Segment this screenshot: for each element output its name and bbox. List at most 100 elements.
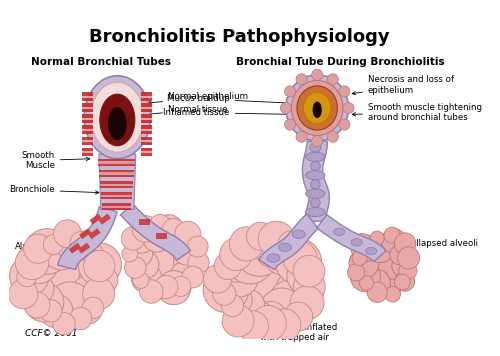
Ellipse shape (310, 198, 320, 208)
Ellipse shape (304, 92, 331, 124)
Circle shape (122, 246, 138, 262)
Circle shape (82, 277, 115, 310)
Ellipse shape (292, 230, 305, 239)
Bar (118, 161, 136, 164)
Circle shape (24, 234, 53, 263)
Ellipse shape (306, 171, 325, 180)
Text: Mucus buildup: Mucus buildup (167, 94, 293, 105)
Circle shape (353, 234, 372, 252)
Polygon shape (259, 214, 318, 269)
Circle shape (223, 286, 252, 315)
Bar (69, 243, 81, 253)
Circle shape (8, 279, 38, 309)
Circle shape (276, 267, 324, 315)
Circle shape (348, 264, 365, 281)
Ellipse shape (90, 82, 144, 152)
Circle shape (150, 214, 171, 235)
Text: Normal tissue: Normal tissue (148, 105, 228, 116)
Circle shape (246, 222, 275, 251)
Circle shape (82, 297, 104, 319)
Circle shape (24, 274, 54, 304)
Circle shape (128, 226, 155, 253)
Circle shape (128, 242, 152, 266)
Ellipse shape (297, 86, 338, 130)
Circle shape (217, 235, 312, 331)
Circle shape (166, 231, 188, 253)
Circle shape (188, 252, 209, 273)
Circle shape (78, 261, 117, 299)
Bar (142, 151, 152, 153)
Circle shape (269, 280, 310, 321)
Polygon shape (99, 154, 136, 209)
Circle shape (350, 262, 380, 292)
Bar (118, 170, 134, 177)
Circle shape (382, 229, 406, 253)
Circle shape (296, 131, 307, 142)
Bar (82, 114, 94, 123)
Bar (82, 107, 94, 109)
Text: Inflamed tissue: Inflamed tissue (164, 108, 293, 117)
Circle shape (394, 233, 416, 255)
Circle shape (17, 267, 36, 287)
Circle shape (10, 256, 49, 296)
Circle shape (15, 246, 49, 279)
Circle shape (283, 241, 317, 276)
Circle shape (226, 235, 274, 284)
Circle shape (296, 74, 307, 85)
Ellipse shape (286, 75, 348, 141)
Circle shape (72, 276, 102, 305)
Bar (98, 170, 117, 177)
Ellipse shape (310, 143, 321, 152)
Bar (88, 228, 101, 239)
Bar (142, 96, 152, 98)
Bar (142, 137, 152, 145)
Circle shape (220, 238, 252, 271)
Circle shape (170, 276, 190, 297)
Bar (82, 129, 94, 131)
Circle shape (392, 254, 414, 277)
Circle shape (284, 86, 296, 97)
Bar (102, 203, 118, 210)
Circle shape (175, 221, 201, 247)
Circle shape (78, 243, 122, 286)
Bar (98, 172, 117, 175)
Text: Collapsed alveoli: Collapsed alveoli (388, 239, 478, 252)
Circle shape (70, 231, 94, 255)
Circle shape (339, 86, 350, 97)
Circle shape (276, 239, 322, 285)
Circle shape (156, 215, 182, 242)
Circle shape (132, 272, 149, 288)
Circle shape (287, 259, 321, 293)
Circle shape (58, 231, 92, 265)
Ellipse shape (310, 180, 320, 189)
Circle shape (70, 307, 92, 330)
Polygon shape (317, 215, 386, 262)
Bar (142, 129, 152, 131)
Circle shape (399, 262, 417, 280)
Bar (82, 118, 94, 120)
Bar (98, 161, 117, 164)
Circle shape (124, 257, 146, 278)
Circle shape (370, 231, 384, 245)
Circle shape (24, 283, 64, 322)
Bar (98, 214, 111, 225)
Circle shape (132, 216, 158, 242)
Circle shape (240, 300, 274, 334)
Bar (82, 126, 94, 134)
Circle shape (230, 227, 264, 261)
Circle shape (328, 131, 338, 142)
Bar (118, 172, 134, 175)
Ellipse shape (84, 76, 150, 159)
Circle shape (312, 69, 322, 80)
Circle shape (234, 290, 264, 321)
Bar (118, 195, 132, 197)
Circle shape (24, 229, 70, 274)
Bar (82, 148, 94, 156)
Circle shape (182, 266, 204, 288)
Circle shape (339, 119, 350, 130)
Circle shape (278, 231, 305, 258)
Bar (82, 96, 94, 98)
Circle shape (222, 305, 254, 337)
Text: Alveoli over-inflated
with trapped air: Alveoli over-inflated with trapped air (251, 317, 338, 342)
Bar (156, 233, 168, 239)
